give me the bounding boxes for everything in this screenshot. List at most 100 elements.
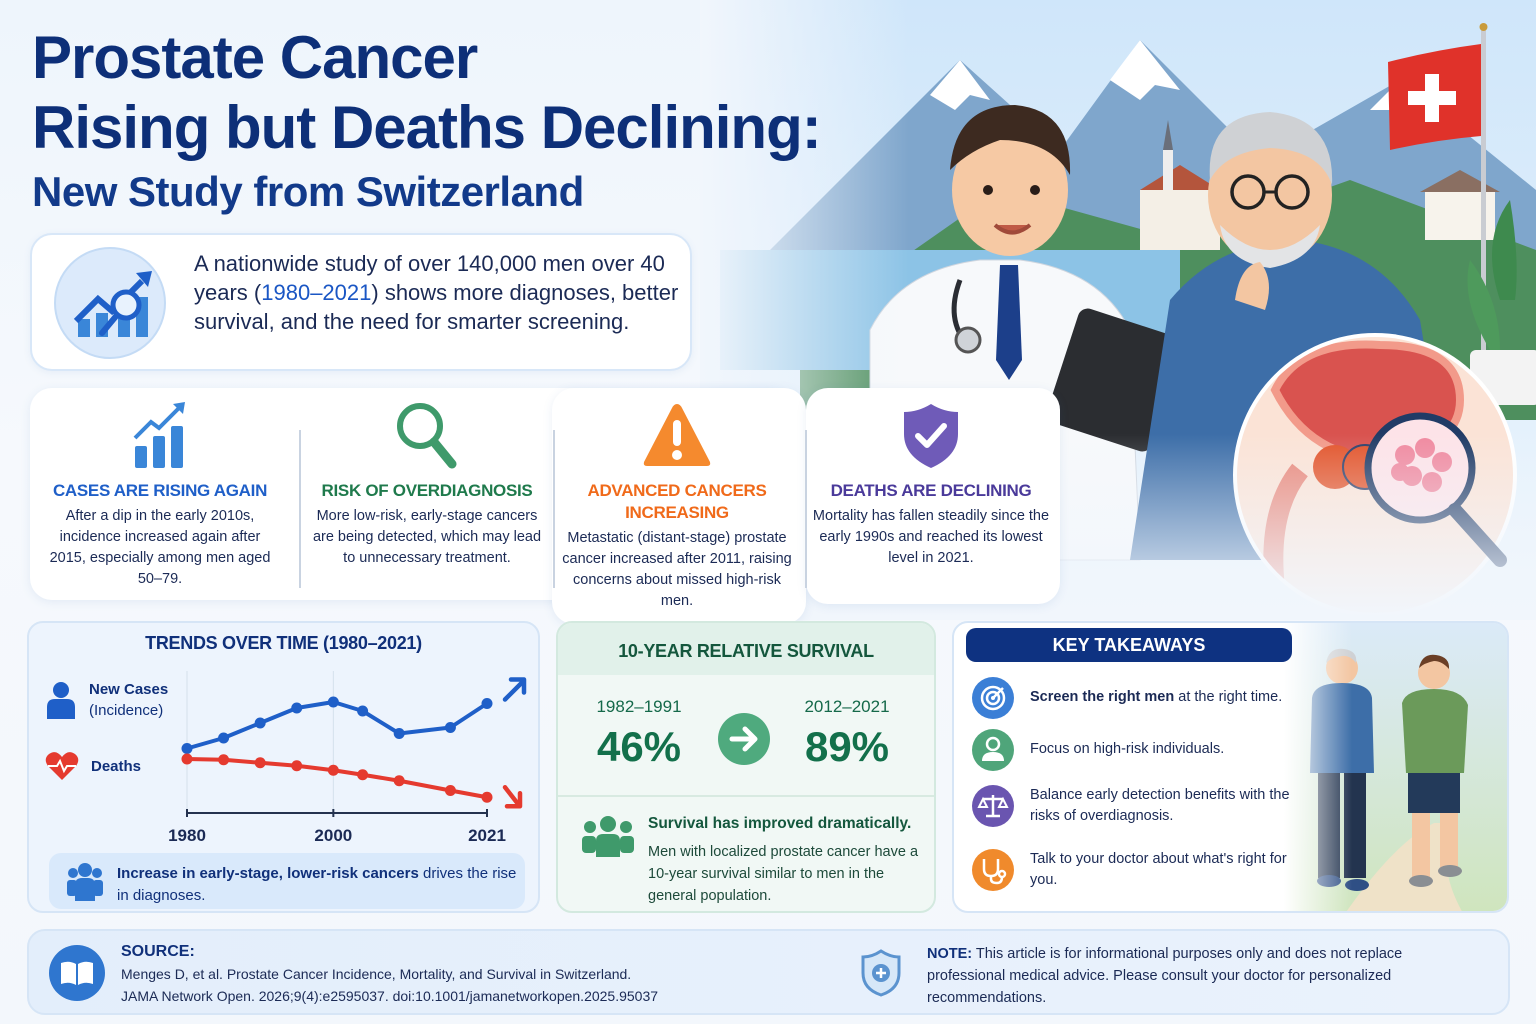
- takeaway-rest: at the right time.: [1174, 689, 1283, 705]
- divider: [558, 795, 934, 797]
- trends-note-rest: drives the rise in diagnoses.: [117, 865, 517, 904]
- person-icon: [972, 729, 1014, 771]
- intro-highlight-years: 1980–2021: [261, 280, 372, 305]
- legend-sublabel: (Incidence): [89, 702, 164, 719]
- data-point: [481, 698, 493, 709]
- survival-header: [558, 623, 934, 675]
- survival-before: 1982–1991 46%: [564, 695, 714, 773]
- takeaway-text: Balance early detection benefits with th…: [1030, 785, 1302, 827]
- data-point: [181, 753, 193, 765]
- trend-down-arrow-icon: [502, 785, 523, 809]
- x-tick-label: 2021: [468, 826, 506, 845]
- legend-new-cases: New Cases (Incidence): [45, 679, 168, 721]
- feature-title: DEATHS ARE DECLINING: [830, 481, 1032, 500]
- takeaway-item: Screen the right men at the right time.: [972, 677, 1302, 719]
- arrow-right-icon: [718, 713, 770, 765]
- trend-up-arrow-icon: [502, 677, 527, 702]
- feature-advanced-cancers: ADVANCED CANCERS INCREASING Metastatic (…: [552, 388, 802, 609]
- data-point: [444, 785, 456, 796]
- feature-cases-rising: CASES ARE RISING AGAIN After a dip in th…: [35, 388, 285, 604]
- trends-note-text: Increase in early-stage, lower-risk canc…: [117, 863, 517, 907]
- key-takeaways-panel: KEY TAKEAWAYS Screen the right men at th…: [952, 621, 1509, 913]
- trends-title: TRENDS OVER TIME (1980–2021): [145, 633, 422, 653]
- walking-men-illustration: [1284, 623, 1507, 911]
- people-group-icon: [582, 816, 634, 857]
- data-point: [393, 728, 405, 739]
- scales-icon: [972, 785, 1014, 827]
- feature-title: RISK OF OVERDIAGNOSIS: [321, 481, 533, 500]
- series-line-deaths: [186, 757, 488, 800]
- intro-text-part: A nationwide study of over 140,000 men o…: [194, 251, 665, 305]
- data-point: [327, 764, 339, 776]
- page-title-line2: Rising but Deaths Declining:: [32, 94, 822, 161]
- takeaway-bold: Screen the right men: [1030, 689, 1175, 705]
- stethoscope-icon: [972, 849, 1014, 891]
- feature-title: ADVANCED CANCERS INCREASING: [587, 481, 767, 522]
- heart-pulse-icon: [45, 752, 79, 780]
- rising-bar-chart-icon: [125, 400, 195, 470]
- person-icon: [47, 682, 75, 719]
- legend-label: Deaths: [91, 757, 142, 775]
- takeaway-text: Focus on high-risk individuals.: [1030, 729, 1224, 760]
- feature-title: CASES ARE RISING AGAIN: [52, 481, 268, 500]
- data-point: [254, 717, 266, 729]
- survival-panel: 10-YEAR RELATIVE SURVIVAL 1982–1991 46% …: [556, 621, 936, 913]
- source-title: SOURCE:: [121, 943, 195, 960]
- data-point: [218, 754, 230, 766]
- page-subtitle: New Study from Switzerland: [32, 168, 584, 215]
- x-tick-label: 2000: [314, 826, 352, 845]
- chart-magnifier-icon: [54, 247, 166, 359]
- note-body: This article is for informational purpos…: [927, 946, 1403, 1006]
- survival-before-value: 46%: [596, 723, 682, 770]
- page-title-line1: Prostate Cancer: [32, 24, 478, 91]
- takeaway-rest: Talk to your doctor about what's right f…: [1030, 851, 1287, 888]
- survival-title: 10-YEAR RELATIVE SURVIVAL: [618, 641, 874, 661]
- series-line-new-cases: [186, 700, 489, 751]
- divider: [299, 430, 301, 588]
- legend-deaths: Deaths: [45, 751, 141, 781]
- feature-text: After a dip in the early 2010s, incidenc…: [49, 508, 271, 587]
- data-point: [181, 743, 193, 754]
- feature-cards: CASES ARE RISING AGAIN After a dip in th…: [30, 388, 1060, 624]
- takeaway-text: Screen the right men at the right time.: [1030, 677, 1282, 708]
- data-point: [254, 757, 266, 769]
- footer-source-note: SOURCE: Menges D, et al. Prostate Cancer…: [27, 929, 1510, 1015]
- data-point: [291, 702, 303, 714]
- legend-label: New Cases: [89, 681, 169, 698]
- data-point: [327, 696, 339, 708]
- magnifier-icon: [392, 400, 462, 470]
- source-citation: Menges D, et al. Prostate Cancer Inciden…: [121, 963, 658, 1007]
- feature-text: Metastatic (distant-stage) prostate canc…: [562, 530, 792, 609]
- data-point: [357, 705, 369, 717]
- divider: [553, 430, 555, 588]
- trends-panel: TRENDS OVER TIME (1980–2021) New Cases (…: [27, 621, 540, 913]
- takeaway-item: Balance early detection benefits with th…: [972, 785, 1302, 827]
- takeaway-item: Talk to your doctor about what's right f…: [972, 849, 1302, 891]
- shield-check-icon: [896, 400, 966, 470]
- survival-note-title: Survival has improved dramatically.: [648, 815, 912, 832]
- survival-after-value: 89%: [804, 723, 890, 770]
- feature-text: More low-risk, early-stage cancers are b…: [312, 508, 542, 566]
- intro-text: A nationwide study of over 140,000 men o…: [194, 249, 684, 336]
- intro-text-part: ) shows more diagnoses, better survival,…: [194, 280, 679, 334]
- feature-overdiagnosis: RISK OF OVERDIAGNOSIS More low-risk, ear…: [302, 388, 552, 604]
- survival-after: 2012–2021 89%: [772, 695, 922, 773]
- survival-before-period: 1982–1991: [596, 697, 682, 716]
- takeaway-rest: Balance early detection benefits with th…: [1030, 787, 1290, 824]
- key-takeaways-header: KEY TAKEAWAYS: [966, 628, 1292, 662]
- warning-triangle-icon: [642, 400, 712, 470]
- takeaway-text: Talk to your doctor about what's right f…: [1030, 849, 1302, 891]
- data-point: [291, 760, 303, 772]
- feature-text: Mortality has fallen steadily since the …: [812, 508, 1050, 566]
- key-takeaways-title: KEY TAKEAWAYS: [1052, 635, 1206, 655]
- data-point: [218, 732, 230, 744]
- feature-deaths-declining: DEATHS ARE DECLINING Mortality has falle…: [806, 388, 1056, 604]
- shield-plus-icon: [861, 949, 901, 997]
- data-point: [481, 791, 493, 803]
- x-tick-label: 1980: [168, 826, 206, 845]
- divider: [805, 430, 807, 588]
- data-point: [357, 769, 369, 781]
- trends-note-bold: Increase in early-stage, lower-risk canc…: [117, 865, 419, 882]
- target-icon: [972, 677, 1014, 719]
- source-line: Menges D, et al. Prostate Cancer Inciden…: [121, 966, 632, 982]
